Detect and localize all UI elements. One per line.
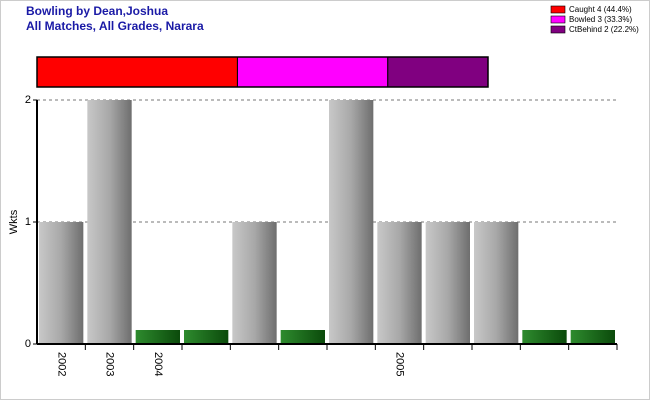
y-axis-label: Wkts (8, 209, 20, 234)
summary-segment (387, 56, 489, 88)
bar (377, 222, 422, 344)
bar (280, 330, 325, 344)
bar (329, 100, 374, 344)
chart-subtitle: All Matches, All Grades, Narara (26, 19, 204, 33)
bar (135, 330, 180, 344)
bar (184, 330, 229, 344)
y-tick-label: 2 (25, 94, 31, 106)
bar (232, 222, 277, 344)
x-tick-label: 2003 (104, 352, 116, 376)
legend-label: CtBehind 2 (22.2%) (569, 25, 639, 34)
y-tick-label: 0 (25, 338, 31, 350)
x-tick-label: 2002 (55, 352, 67, 376)
summary-segment (36, 56, 238, 88)
summary-border (36, 56, 489, 88)
chart-title: Bowling by Dean,Joshua (26, 4, 168, 18)
bar (474, 222, 519, 344)
summary-segment (236, 56, 389, 88)
bar (87, 100, 132, 344)
legend-label: Bowled 3 (33.3%) (569, 15, 632, 24)
bar (39, 222, 84, 344)
legend-swatch (550, 15, 566, 24)
bar (570, 330, 615, 344)
x-tick-label: 2005 (394, 352, 406, 376)
x-tick-label: 2004 (152, 352, 164, 376)
legend-swatch (550, 25, 566, 34)
bar (522, 330, 567, 344)
legend-swatch (550, 5, 566, 14)
y-tick-label: 1 (25, 216, 31, 228)
bar (425, 222, 470, 344)
legend-label: Caught 4 (44.4%) (569, 5, 632, 14)
